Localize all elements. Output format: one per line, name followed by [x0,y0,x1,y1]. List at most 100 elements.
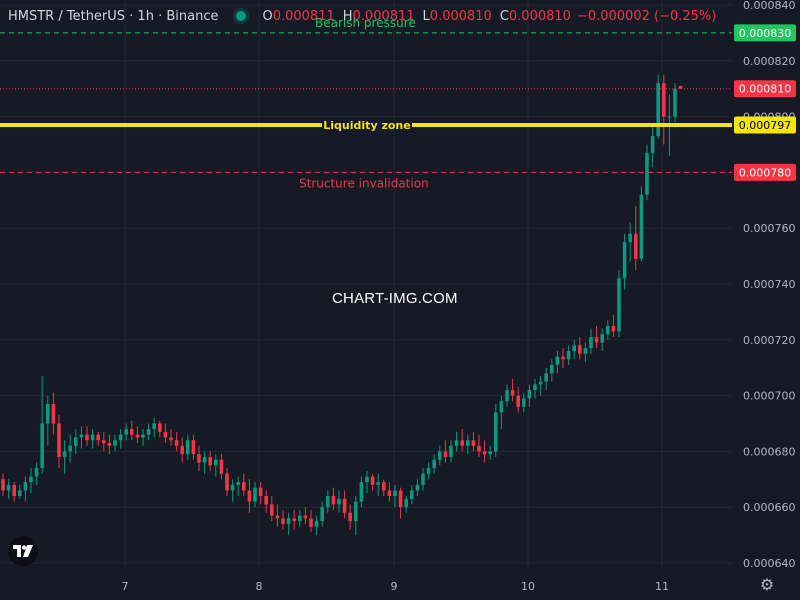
candle [90,429,95,449]
svg-text:0.000830: 0.000830 [739,27,792,40]
symbol-title[interactable]: HMSTR / TetherUS · 1h · Binance [8,8,219,24]
candle [555,350,560,374]
open-label: O [262,8,273,24]
candle [236,476,240,497]
candle [538,376,543,396]
candle [673,83,677,123]
candle [1,473,5,497]
candle [449,440,453,463]
y-tick-label: 0.000840 [743,0,796,12]
low-value: 0.000810 [429,8,492,24]
candle [118,429,123,449]
candle [365,470,369,494]
price-label-badge: 0.000780 [734,163,796,181]
candle [320,501,324,527]
candle [410,484,414,505]
candle [40,376,44,474]
time-axis-bg [0,570,732,600]
candle [124,423,128,441]
tradingview-logo-icon[interactable] [8,536,38,566]
candle [578,337,582,360]
candle [370,473,375,491]
candle [186,434,190,460]
candle [292,509,296,530]
candle [348,504,352,530]
y-tick-label: 0.000740 [743,278,796,291]
level-line[interactable]: Structure invalidation [0,171,732,190]
candle [337,490,341,513]
candle [471,431,476,452]
candle [163,423,168,444]
price-label-badge: 0.000810 [734,80,796,98]
candle [561,348,565,368]
candle [611,314,616,338]
candle [331,487,336,510]
y-tick-label: 0.000720 [743,334,796,347]
candle [415,479,420,497]
open-value: 0.000811 [272,8,335,24]
candle [466,434,470,455]
candle [79,426,84,449]
candle [460,429,464,452]
candle [219,454,224,480]
candle [438,445,442,466]
candle [96,431,100,446]
candle [342,490,347,519]
candle [387,482,392,502]
candle [135,426,140,444]
candle [169,429,173,446]
level-line[interactable]: Bearish pressure [0,16,732,34]
candle [600,328,604,351]
candle [141,429,145,446]
candle [678,85,683,89]
level-line[interactable]: Liquidity zone [0,119,732,132]
settings-gear-icon[interactable]: ⚙ [759,575,775,594]
candle [298,509,302,527]
price-label-badge: 0.000830 [734,24,796,42]
candle [264,490,268,513]
candle [398,487,403,519]
y-tick-label: 0.000640 [743,557,796,570]
candle [46,395,50,446]
candle [393,484,397,508]
candle [617,270,621,338]
low-label: L [422,8,430,24]
close-label: C [499,8,509,24]
candle [270,496,274,522]
candle [197,445,201,471]
candle [510,378,515,402]
y-tick-label: 0.000760 [743,222,796,235]
candle [443,440,448,463]
candle [488,445,492,460]
candle [62,440,67,474]
level-name: Bearish pressure [315,16,416,30]
y-tick-label: 0.000700 [743,390,796,403]
candle [29,468,33,494]
candle [158,420,162,438]
time-axis[interactable]: 7 8 9 10 11 [0,570,732,600]
candle [505,384,509,407]
price-axis[interactable]: 0.0008400.0008200.0008000.0007800.000760… [732,0,800,600]
candle [57,415,61,469]
candle [102,431,106,452]
market-status-icon[interactable] [236,11,247,21]
close-value: 0.000810 [508,8,571,24]
x-tick-label: 8 [256,580,263,593]
candle [432,454,436,474]
candle [225,468,229,497]
change-value: −0.000002 (−0.25%) [576,8,717,24]
candle [594,325,599,349]
candle [645,144,649,201]
candle [275,504,280,527]
candle [146,423,151,441]
candle [499,395,504,430]
candle [634,205,638,271]
candle [113,434,117,452]
x-tick-label: 11 [655,580,669,593]
y-tick-label: 0.000820 [743,55,796,68]
candle [74,429,78,455]
candle [550,359,554,382]
svg-text:0.000797: 0.000797 [739,119,792,132]
candle [522,392,526,413]
